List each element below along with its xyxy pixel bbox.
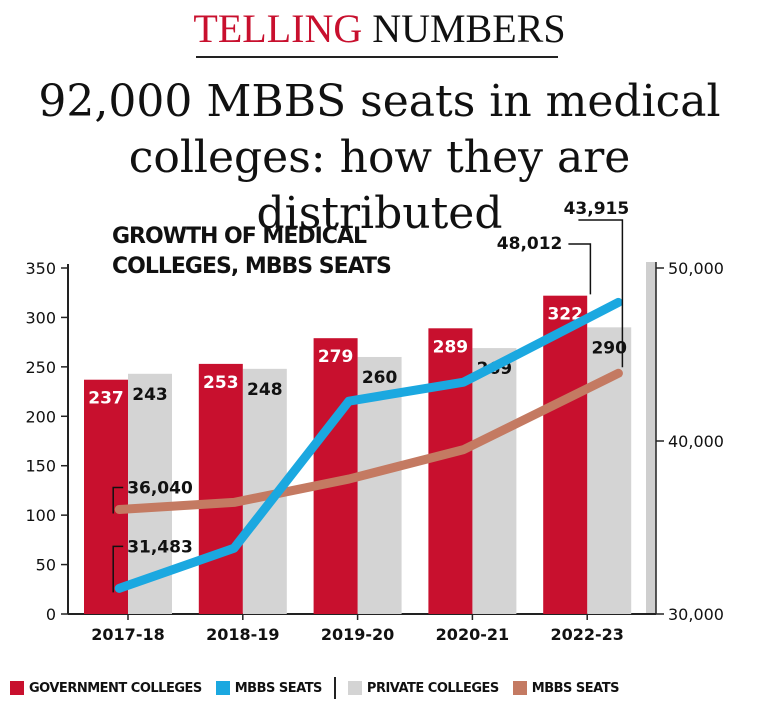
legend-swatch-mbbs-brown — [512, 681, 527, 695]
annotation-blue-end: 48,012 — [497, 234, 563, 254]
line-mbbs-blue-point — [463, 381, 465, 383]
legend-item-mbbs-blue: MBBS SEATS — [215, 680, 323, 696]
x-axis-tick-label: 2020-21 — [436, 625, 509, 644]
line-mbbs-blue-point — [118, 587, 120, 589]
legend-item-private: PRIVATE COLLEGES — [347, 680, 499, 696]
right-axis-band — [646, 262, 656, 614]
annotation-brown-end: 43,915 — [564, 199, 630, 219]
legend-swatch-private — [347, 681, 362, 695]
right-axis-tick-label: 40,000 — [668, 432, 724, 451]
chart-title: GROWTH OF MEDICAL COLLEGES, MBBS SEATS — [112, 222, 402, 282]
line-mbbs-blue-point — [617, 301, 619, 303]
bar-government — [543, 295, 588, 614]
chart-title-line-2: COLLEGES, MBBS SEATS — [112, 254, 392, 279]
bar-government — [428, 328, 473, 614]
bar-label-government: 289 — [433, 337, 469, 357]
x-axis-tick-label: 2018-19 — [206, 625, 279, 644]
line-mbbs-brown-point — [463, 449, 465, 451]
left-axis-tick-label: 100 — [25, 506, 56, 525]
bar-label-private: 260 — [362, 368, 398, 388]
legend: GOVERNMENT COLLEGES MBBS SEATS PRIVATE C… — [10, 676, 750, 700]
annotation-leader-brown-end — [578, 219, 624, 368]
headline-line-1: 92,000 MBBS seats in medical — [38, 76, 721, 127]
legend-separator — [333, 677, 336, 699]
legend-swatch-mbbs-blue — [215, 681, 230, 695]
bar-label-government: 279 — [318, 347, 354, 367]
bar-label-government: 237 — [88, 389, 124, 409]
x-axis-tick-label: 2017-18 — [91, 625, 164, 644]
annotation-leader-blue-end — [568, 243, 592, 295]
line-mbbs-blue-point — [348, 400, 350, 402]
left-axis-tick-label: 200 — [25, 407, 56, 426]
legend-label-government: GOVERNMENT COLLEGES — [29, 680, 202, 696]
brand-title: TELLING NUMBERS — [0, 6, 759, 52]
left-axis-tick-label: 0 — [46, 605, 56, 624]
legend-label-private: PRIVATE COLLEGES — [366, 680, 499, 696]
line-mbbs-brown-point — [118, 509, 120, 511]
bar-label-government: 322 — [547, 305, 583, 325]
bar-label-private: 243 — [132, 385, 168, 405]
annotation-brown-start: 36,040 — [127, 479, 193, 499]
left-axis-tick-label: 150 — [25, 457, 56, 476]
annotation-leader-blue-start — [112, 545, 124, 593]
x-axis-tick-label: 2019-20 — [321, 625, 394, 644]
legend-label-mbbs-brown: MBBS SEATS — [531, 680, 620, 696]
line-mbbs-brown-point — [617, 372, 619, 374]
bar-government — [198, 363, 243, 614]
x-axis-tick-label: 2022-23 — [550, 625, 623, 644]
legend-swatch-government — [10, 681, 24, 695]
legend-item-government: GOVERNMENT COLLEGES — [10, 681, 202, 696]
left-axis-tick-label: 350 — [25, 259, 56, 278]
bar-label-government: 253 — [203, 373, 239, 393]
line-mbbs-brown-point — [348, 478, 350, 480]
annotation-leader-brown-start — [112, 486, 124, 514]
annotation-blue-start: 31,483 — [127, 537, 193, 557]
chart-title-line-1: GROWTH OF MEDICAL — [112, 224, 367, 249]
bar-private — [472, 348, 517, 614]
left-axis-tick-label: 50 — [36, 556, 56, 575]
right-axis-tick-label: 30,000 — [668, 605, 724, 624]
legend-item-mbbs-brown: MBBS SEATS — [512, 680, 620, 696]
brand-word-numbers: NUMBERS — [372, 6, 566, 51]
line-mbbs-blue-point — [233, 547, 235, 549]
legend-label-mbbs-blue: MBBS SEATS — [234, 680, 323, 696]
right-axis-tick-label: 50,000 — [668, 259, 724, 278]
headline-line-2: colleges: how they are distributed — [128, 132, 631, 239]
left-axis-tick-label: 250 — [25, 358, 56, 377]
line-mbbs-brown-point — [233, 501, 235, 503]
bar-label-private: 248 — [247, 380, 283, 400]
left-axis-tick-label: 300 — [25, 308, 56, 327]
bar-label-private: 290 — [591, 338, 627, 358]
brand-word-telling: TELLING — [193, 6, 363, 51]
bar-private — [587, 327, 632, 614]
headline: 92,000 MBBS seats in medical colleges: h… — [0, 74, 759, 242]
bar-government — [84, 379, 128, 614]
brand-divider — [196, 56, 558, 58]
